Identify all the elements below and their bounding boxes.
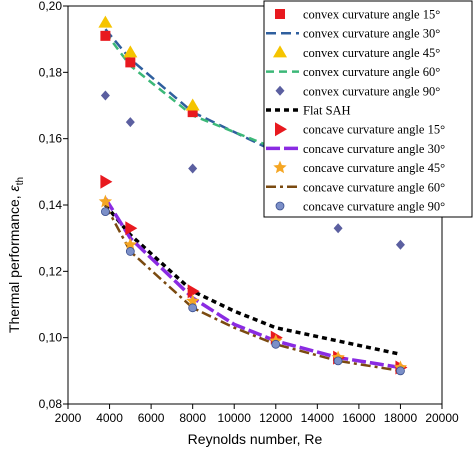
data-point	[125, 221, 138, 236]
legend-label: concave curvature angle 30°	[303, 142, 445, 156]
data-point	[123, 237, 137, 251]
y-tick-label: 0,20	[39, 0, 63, 13]
y-tick-label: 0,10	[39, 331, 63, 345]
y-tick-label: 0,12	[39, 264, 63, 278]
x-tick-label: 18000	[384, 411, 418, 425]
data-point	[125, 247, 135, 256]
data-point	[100, 174, 113, 189]
data-point	[123, 45, 138, 58]
legend-label: convex curvature angle 60°	[303, 65, 440, 79]
x-tick-label: 10000	[218, 411, 252, 425]
data-point	[187, 284, 200, 299]
x-tick-label: 6000	[138, 411, 165, 425]
legend-box	[263, 0, 473, 218]
legend-marker-swatch	[275, 9, 285, 19]
x-tick-label: 12000	[259, 411, 293, 425]
data-point	[271, 339, 281, 349]
x-tick-label: 16000	[342, 411, 376, 425]
legend-label: concave curvature angle 15°	[303, 123, 445, 137]
data-point	[333, 223, 343, 234]
data-point	[187, 107, 198, 118]
series-line-5	[104, 203, 401, 356]
series-line-9	[104, 204, 401, 373]
legend-marker-swatch	[273, 160, 287, 174]
x-tick-label: 4000	[96, 411, 123, 425]
series-line-7	[103, 197, 401, 370]
data-point	[125, 117, 135, 128]
legend-marker-swatch	[275, 201, 285, 211]
y-axis-title-subscript: th	[15, 177, 26, 185]
legend-label: convex curvature angle 30°	[303, 27, 440, 41]
legend-label: convex curvature angle 45°	[303, 46, 440, 60]
legend-label: concave curvature angle 45°	[303, 161, 445, 175]
legend-marker-swatch	[275, 85, 285, 96]
y-tick-label: 0,16	[39, 132, 63, 146]
data-point	[188, 163, 198, 174]
x-axis-ticks: 2000 4000 6000 8000 10000 12000 14000 16000 1800…	[55, 404, 459, 425]
data-point	[188, 303, 198, 313]
legend-label: Flat SAH	[303, 104, 351, 118]
y-axis-title: Thermal performance, εth	[6, 177, 26, 333]
legend-marker-swatch	[275, 122, 287, 137]
legend-marker-swatch	[273, 45, 287, 58]
x-tick-label: 2000	[55, 411, 82, 425]
data-point	[98, 15, 113, 28]
legend: convex curvature angle 15° convex curvatu…	[263, 0, 473, 218]
x-tick-label: 14000	[301, 411, 335, 425]
data-point	[101, 207, 110, 217]
legend-label: convex curvature angle 90°	[303, 84, 440, 98]
data-point	[98, 194, 113, 208]
y-tick-label: 0,18	[39, 65, 63, 79]
x-tick-label: 20000	[425, 411, 459, 425]
data-point	[100, 90, 110, 101]
legend-label: concave curvature angle 90°	[303, 200, 445, 214]
y-tick-label: 0,14	[39, 198, 63, 212]
data-point	[395, 239, 405, 250]
data-point	[396, 366, 405, 376]
legend-label: convex curvature angle 15°	[303, 8, 440, 22]
data-point	[185, 98, 200, 111]
y-axis-ticks: 0,08 0,10 0,12 0,14 0,16 0,18 0,20	[39, 0, 68, 411]
data-point	[100, 30, 111, 41]
x-axis-title: Reynolds number, Re	[188, 431, 323, 447]
y-axis-title-main: Thermal performance,	[6, 191, 22, 333]
y-tick-label: 0,08	[39, 397, 63, 411]
x-tick-label: 8000	[179, 411, 206, 425]
data-point	[125, 57, 136, 68]
legend-label: concave curvature angle 60°	[303, 180, 445, 194]
y-axis-title-symbol: ε	[6, 184, 22, 191]
series-markers-10	[101, 207, 405, 376]
data-point	[333, 356, 343, 366]
data-point	[186, 294, 200, 307]
